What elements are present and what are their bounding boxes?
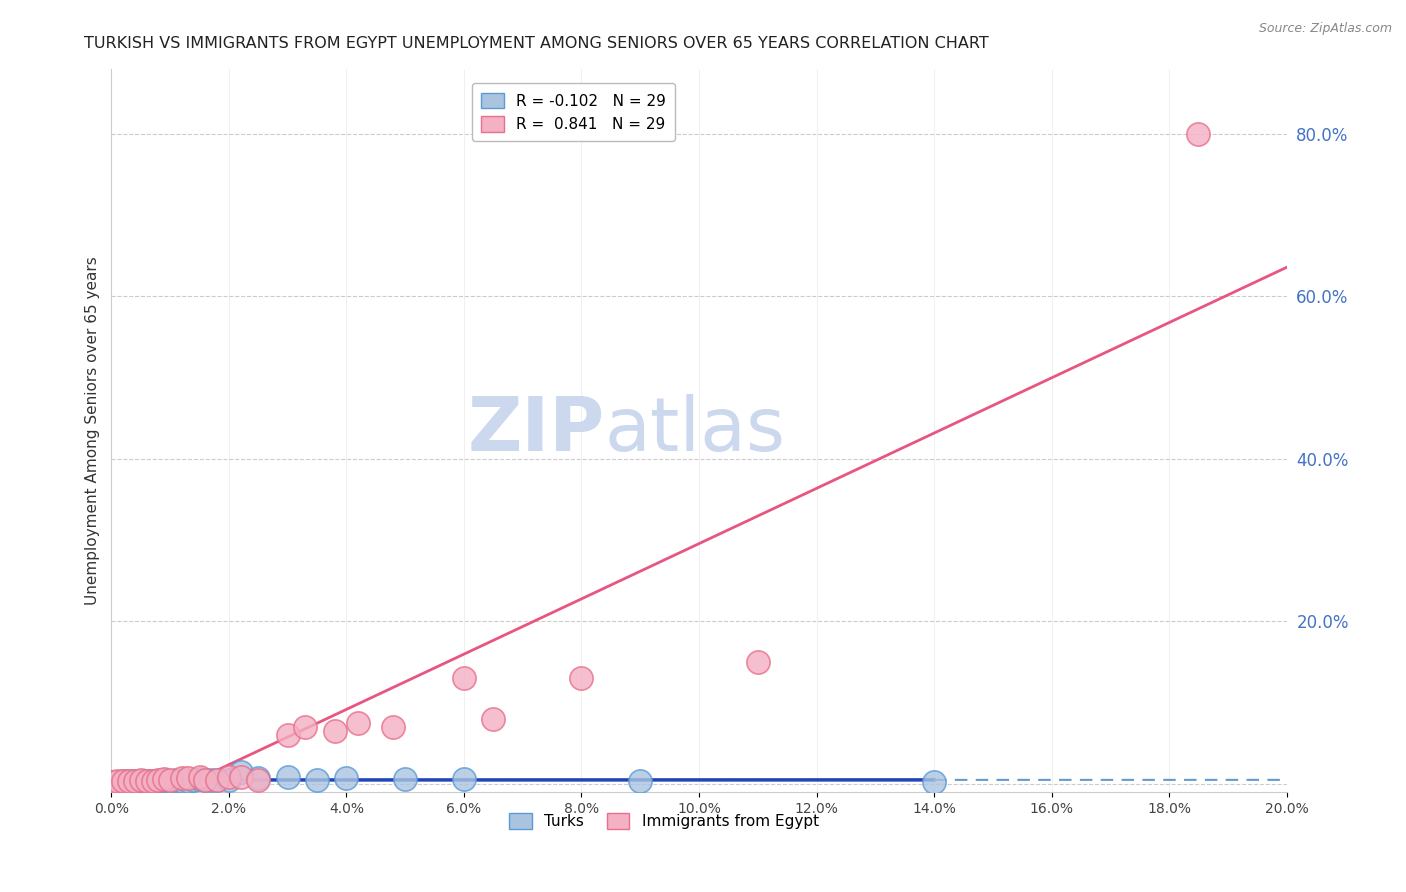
Point bbox=[229, 764, 252, 779]
Point bbox=[188, 770, 211, 784]
Point bbox=[188, 772, 211, 786]
Point bbox=[294, 720, 316, 734]
Text: ZIP: ZIP bbox=[468, 393, 605, 467]
Point bbox=[194, 772, 217, 787]
Point bbox=[177, 773, 200, 788]
Point bbox=[453, 671, 475, 685]
Point bbox=[922, 775, 945, 789]
Point bbox=[247, 771, 270, 785]
Point bbox=[100, 775, 122, 789]
Point bbox=[177, 771, 200, 785]
Point bbox=[183, 772, 205, 787]
Point bbox=[112, 774, 135, 789]
Point bbox=[229, 770, 252, 784]
Point bbox=[100, 775, 122, 789]
Point bbox=[153, 772, 176, 787]
Point bbox=[205, 772, 228, 787]
Legend: Turks, Immigrants from Egypt: Turks, Immigrants from Egypt bbox=[502, 806, 825, 835]
Point bbox=[277, 770, 299, 784]
Point bbox=[482, 712, 505, 726]
Point bbox=[141, 773, 163, 788]
Point bbox=[571, 671, 593, 685]
Point bbox=[205, 772, 228, 787]
Point bbox=[200, 772, 222, 787]
Point bbox=[159, 773, 181, 788]
Point bbox=[124, 773, 146, 788]
Point bbox=[382, 720, 405, 734]
Point bbox=[105, 775, 128, 789]
Point bbox=[307, 772, 329, 787]
Point bbox=[148, 772, 170, 787]
Text: Source: ZipAtlas.com: Source: ZipAtlas.com bbox=[1258, 22, 1392, 36]
Point bbox=[218, 772, 240, 787]
Point bbox=[153, 772, 176, 786]
Point bbox=[135, 773, 157, 788]
Point bbox=[124, 774, 146, 789]
Point bbox=[105, 774, 128, 789]
Point bbox=[148, 773, 170, 788]
Point bbox=[129, 772, 152, 787]
Text: atlas: atlas bbox=[605, 393, 786, 467]
Point bbox=[170, 771, 193, 785]
Point bbox=[218, 770, 240, 784]
Point bbox=[628, 774, 651, 789]
Point bbox=[112, 774, 135, 789]
Point bbox=[277, 728, 299, 742]
Point bbox=[135, 774, 157, 789]
Point bbox=[335, 771, 357, 785]
Point bbox=[247, 772, 270, 787]
Point bbox=[170, 773, 193, 788]
Point bbox=[194, 772, 217, 787]
Point bbox=[165, 772, 187, 787]
Point bbox=[118, 774, 141, 789]
Point bbox=[747, 655, 769, 669]
Point bbox=[323, 724, 346, 739]
Text: TURKISH VS IMMIGRANTS FROM EGYPT UNEMPLOYMENT AMONG SENIORS OVER 65 YEARS CORREL: TURKISH VS IMMIGRANTS FROM EGYPT UNEMPLO… bbox=[84, 36, 988, 51]
Point bbox=[159, 772, 181, 787]
Point bbox=[1187, 127, 1209, 141]
Y-axis label: Unemployment Among Seniors over 65 years: Unemployment Among Seniors over 65 years bbox=[86, 256, 100, 605]
Point bbox=[453, 772, 475, 786]
Point bbox=[118, 773, 141, 788]
Point bbox=[129, 774, 152, 789]
Point bbox=[141, 773, 163, 788]
Point bbox=[394, 772, 416, 786]
Point bbox=[347, 715, 370, 730]
